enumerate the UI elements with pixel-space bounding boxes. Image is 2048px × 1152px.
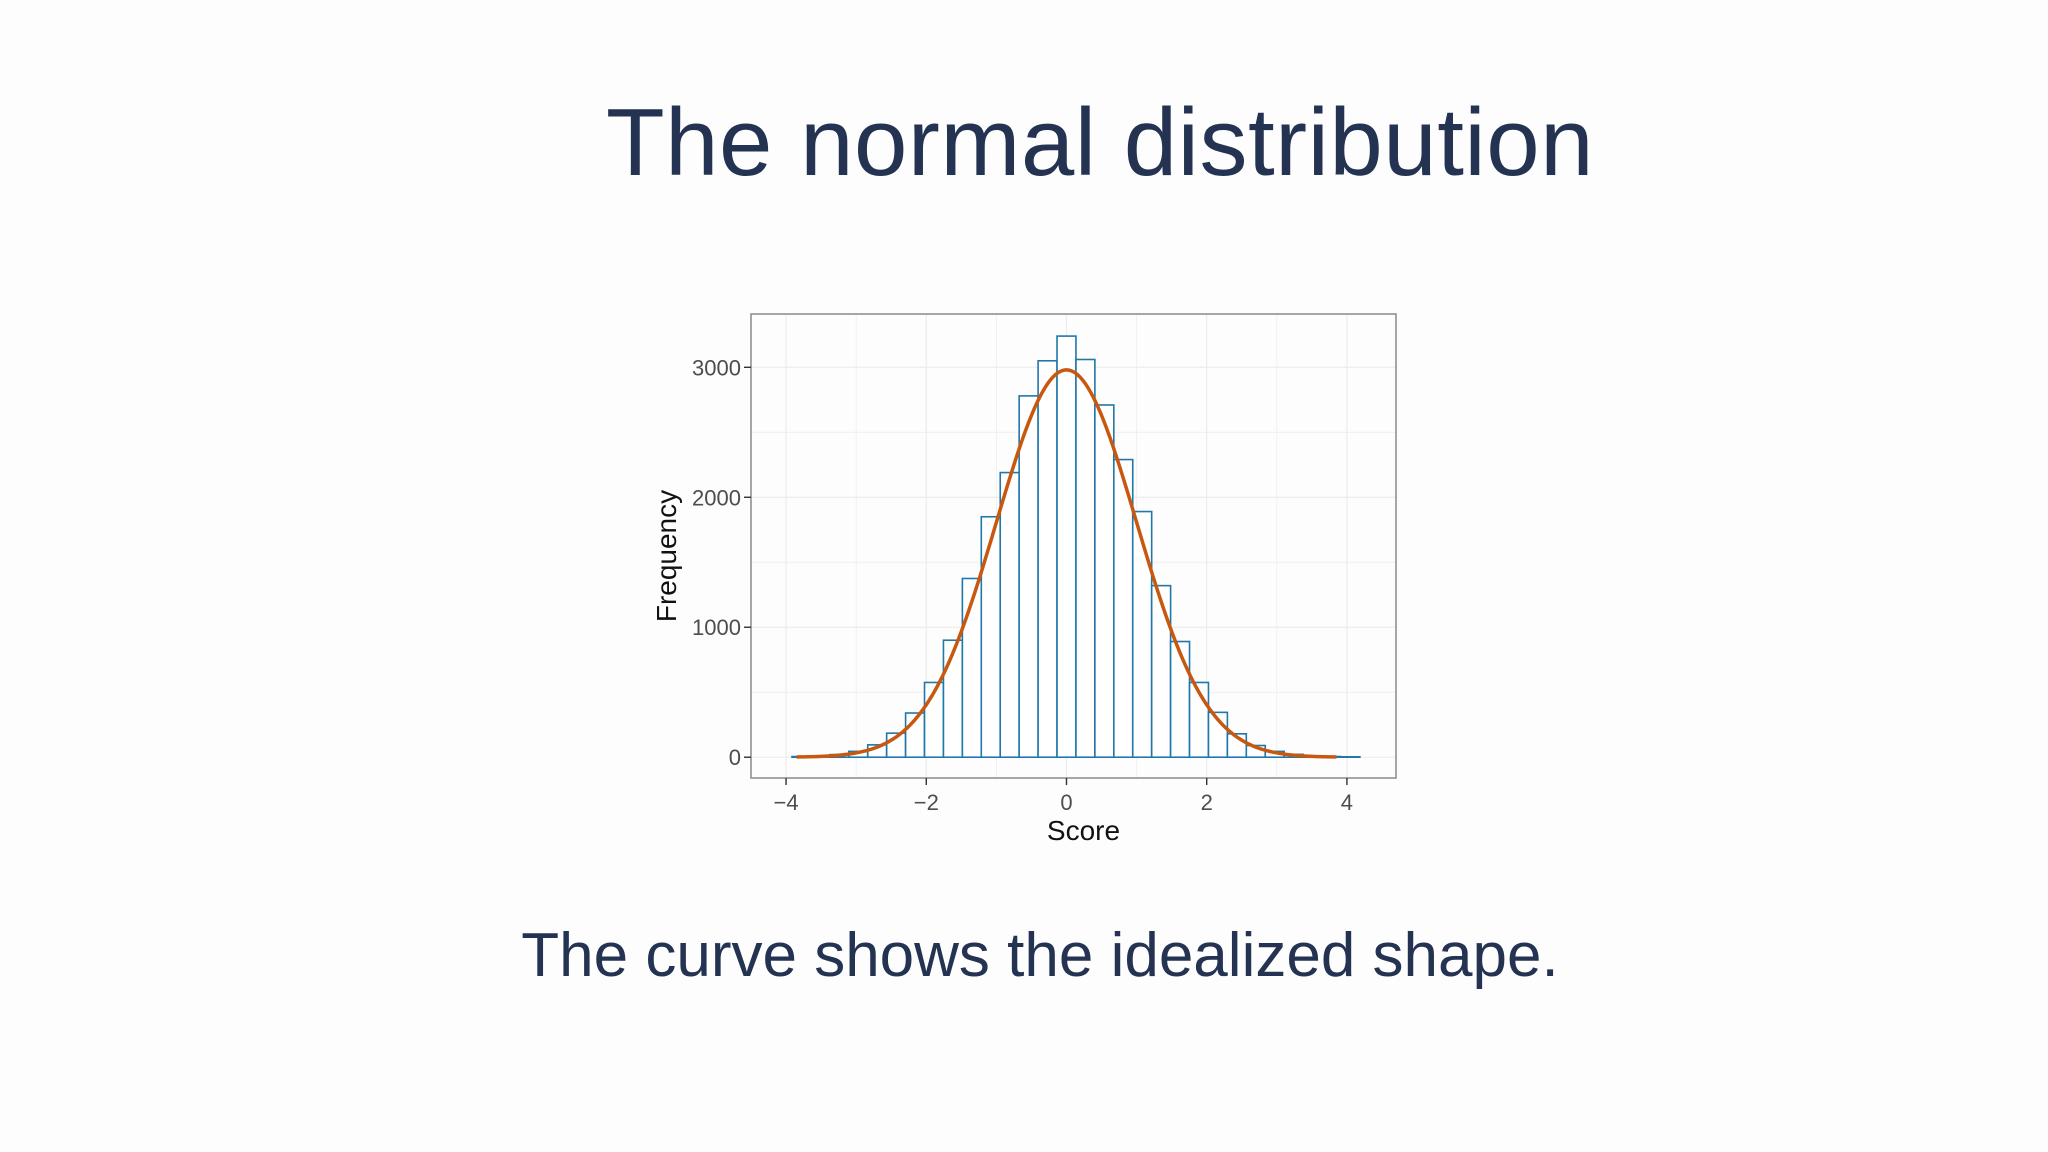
slide-caption: The curve shows the idealized shape.: [521, 921, 1559, 990]
x-tick-label: −2: [914, 790, 939, 815]
y-tick-label: 2000: [692, 485, 741, 510]
axes: −4 −2 0 2 4 0 1000 2000 3000: [692, 355, 1353, 815]
x-axis-title: Score: [1047, 815, 1120, 846]
histogram-bar: [1131, 510, 1153, 759]
histogram-bar: [1150, 584, 1172, 759]
y-axis-title: Frequency: [651, 490, 682, 622]
histogram-bar: [980, 515, 1002, 759]
histogram-bar: [1169, 640, 1191, 759]
y-tick-label: 1000: [692, 615, 741, 640]
normal-curve: [796, 368, 1337, 759]
y-tick-label: 0: [729, 745, 741, 770]
histogram-bar: [1075, 358, 1096, 759]
slide-title: The normal distribution: [606, 89, 1594, 196]
histogram-bar: [999, 471, 1020, 759]
x-tick-label: 4: [1341, 790, 1353, 815]
histogram-bar: [1094, 404, 1115, 759]
y-tick-label: 3000: [692, 355, 741, 380]
histogram-bar: [942, 639, 964, 759]
x-tick-label: 0: [1060, 790, 1072, 815]
x-tick-label: −4: [774, 790, 799, 815]
histogram-bars: [791, 335, 1361, 759]
normal-curve-layer: [796, 368, 1337, 759]
histogram-bar: [1037, 359, 1058, 759]
panel-border: [750, 313, 1397, 779]
histogram-bar: [1056, 335, 1077, 759]
x-tick-label: 2: [1201, 790, 1213, 815]
histogram-bar: [1018, 395, 1039, 759]
